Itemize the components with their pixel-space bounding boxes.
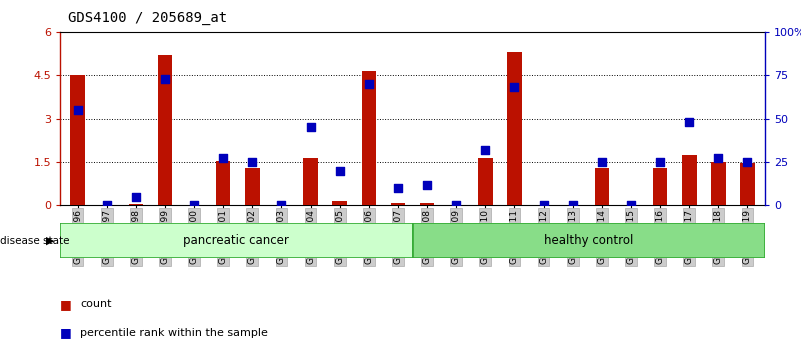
Point xyxy=(741,159,754,165)
Point xyxy=(479,147,492,153)
Bar xyxy=(391,203,405,205)
Bar xyxy=(420,203,434,205)
Bar xyxy=(413,223,765,258)
Point xyxy=(566,202,579,208)
Bar xyxy=(594,168,609,205)
Point xyxy=(333,168,346,173)
Bar xyxy=(711,162,726,205)
Point xyxy=(275,202,288,208)
Bar xyxy=(216,160,231,205)
Point xyxy=(187,202,200,208)
Point xyxy=(654,159,666,165)
Point xyxy=(159,76,171,81)
Point xyxy=(392,185,405,191)
Point xyxy=(71,107,84,113)
Point xyxy=(100,202,113,208)
Point xyxy=(304,124,317,130)
Point xyxy=(217,156,230,161)
Bar xyxy=(70,75,85,205)
Point xyxy=(246,159,259,165)
Text: healthy control: healthy control xyxy=(544,234,634,247)
Text: count: count xyxy=(80,299,111,309)
Text: disease state: disease state xyxy=(0,236,70,246)
Point xyxy=(130,194,143,200)
Text: pancreatic cancer: pancreatic cancer xyxy=(183,234,289,247)
Bar xyxy=(653,168,667,205)
Point xyxy=(362,81,375,87)
Point xyxy=(537,202,550,208)
Text: GDS4100 / 205689_at: GDS4100 / 205689_at xyxy=(68,11,227,25)
Bar xyxy=(740,164,755,205)
Bar xyxy=(478,158,493,205)
Point xyxy=(508,85,521,90)
Bar xyxy=(60,223,413,258)
Bar xyxy=(361,71,376,205)
Text: percentile rank within the sample: percentile rank within the sample xyxy=(80,328,268,338)
Point xyxy=(595,159,608,165)
Point xyxy=(625,202,638,208)
Point xyxy=(421,182,433,187)
Point xyxy=(682,119,695,125)
Point xyxy=(712,156,725,161)
Bar xyxy=(245,168,260,205)
Text: ■: ■ xyxy=(60,326,72,339)
Bar xyxy=(507,52,521,205)
Bar xyxy=(128,204,143,205)
Text: ▶: ▶ xyxy=(46,236,54,246)
Point xyxy=(450,202,463,208)
Bar xyxy=(682,155,697,205)
Text: ■: ■ xyxy=(60,298,72,311)
Bar xyxy=(304,158,318,205)
Bar xyxy=(158,55,172,205)
Bar xyxy=(332,201,347,205)
